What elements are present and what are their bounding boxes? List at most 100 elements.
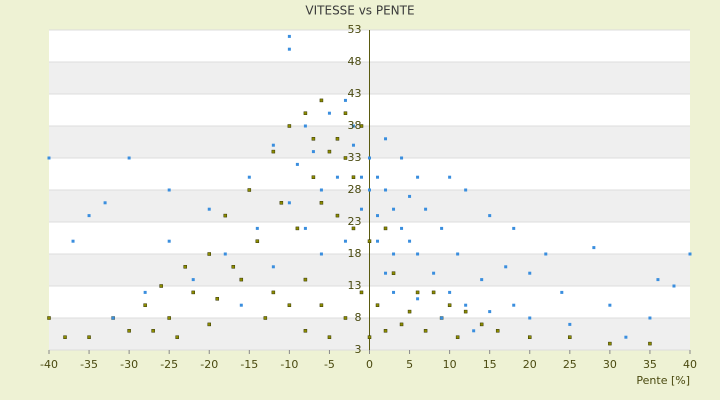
point bbox=[608, 341, 612, 346]
x-tick-label: -40 bbox=[40, 358, 58, 371]
x-tick-label: 15 bbox=[483, 358, 497, 371]
x-tick-label: 35 bbox=[643, 358, 657, 371]
point bbox=[311, 150, 315, 154]
y-tick-label: 53 bbox=[348, 23, 362, 36]
point bbox=[271, 143, 275, 147]
point bbox=[207, 252, 211, 256]
point bbox=[207, 207, 211, 211]
point bbox=[528, 316, 532, 320]
point bbox=[287, 124, 292, 128]
point bbox=[127, 329, 131, 333]
point bbox=[239, 303, 243, 307]
point bbox=[247, 175, 251, 179]
point bbox=[47, 156, 51, 160]
point bbox=[400, 226, 404, 230]
x-tick-label: 20 bbox=[523, 358, 537, 371]
point bbox=[303, 329, 308, 333]
point bbox=[359, 124, 364, 128]
point bbox=[447, 303, 452, 307]
point bbox=[359, 207, 363, 211]
y-tick-label: 48 bbox=[348, 55, 362, 68]
chart-title: VITESSE vs PENTE bbox=[305, 4, 414, 18]
x-tick-label: -10 bbox=[280, 358, 298, 371]
point bbox=[568, 322, 572, 326]
point bbox=[383, 226, 388, 231]
y-tick-label: 3 bbox=[355, 343, 362, 356]
point bbox=[343, 156, 348, 160]
point bbox=[392, 207, 396, 211]
point bbox=[303, 277, 308, 282]
y-tick-label: 28 bbox=[348, 183, 362, 196]
point bbox=[303, 124, 307, 128]
point bbox=[239, 277, 244, 282]
point bbox=[335, 137, 340, 141]
y-tick-label: 23 bbox=[348, 215, 362, 228]
point bbox=[271, 149, 276, 154]
point bbox=[231, 265, 236, 269]
point bbox=[191, 278, 195, 282]
point bbox=[159, 284, 163, 288]
point bbox=[512, 303, 516, 307]
point bbox=[512, 226, 516, 230]
point bbox=[191, 290, 195, 295]
point bbox=[423, 329, 428, 333]
point bbox=[311, 175, 316, 179]
point bbox=[592, 246, 596, 250]
x-tick-label: -15 bbox=[240, 358, 258, 371]
point bbox=[448, 290, 452, 294]
point bbox=[472, 329, 476, 333]
point bbox=[359, 290, 364, 295]
point bbox=[319, 188, 323, 192]
point bbox=[271, 265, 275, 269]
point bbox=[392, 252, 396, 256]
point bbox=[463, 309, 468, 314]
point bbox=[416, 252, 420, 256]
point bbox=[223, 252, 227, 256]
point bbox=[424, 207, 428, 211]
point bbox=[368, 156, 371, 160]
point bbox=[167, 188, 171, 192]
x-tick-label: -35 bbox=[80, 358, 98, 371]
point bbox=[392, 290, 396, 294]
point bbox=[367, 239, 372, 243]
point bbox=[624, 335, 628, 339]
point bbox=[351, 175, 356, 179]
x-tick-label: -30 bbox=[120, 358, 138, 371]
point bbox=[215, 297, 220, 301]
point bbox=[368, 188, 371, 192]
point bbox=[287, 47, 291, 51]
point bbox=[456, 252, 460, 256]
x-tick-label: -5 bbox=[324, 358, 335, 371]
point bbox=[464, 188, 468, 192]
point bbox=[255, 226, 259, 230]
point bbox=[303, 226, 307, 230]
point bbox=[151, 329, 155, 333]
point bbox=[415, 290, 420, 295]
point bbox=[431, 290, 436, 295]
point bbox=[319, 303, 324, 307]
point bbox=[455, 335, 460, 339]
x-tick-label: 40 bbox=[683, 358, 697, 371]
point bbox=[351, 124, 355, 128]
point bbox=[464, 303, 468, 307]
point bbox=[319, 252, 323, 256]
point bbox=[183, 265, 187, 269]
point bbox=[143, 290, 147, 294]
point bbox=[672, 284, 676, 288]
point bbox=[408, 239, 412, 243]
y-tick-label: 33 bbox=[348, 151, 362, 164]
point bbox=[391, 271, 396, 275]
point bbox=[384, 188, 388, 192]
point bbox=[351, 226, 356, 231]
point bbox=[384, 137, 388, 141]
point bbox=[351, 143, 355, 147]
point bbox=[327, 335, 332, 339]
point bbox=[303, 111, 308, 115]
point bbox=[376, 239, 380, 243]
x-tick-label: -20 bbox=[200, 358, 218, 371]
y-tick-label: 38 bbox=[348, 119, 362, 132]
point bbox=[399, 322, 404, 327]
y-tick-label: 8 bbox=[355, 311, 362, 324]
point bbox=[560, 290, 564, 294]
